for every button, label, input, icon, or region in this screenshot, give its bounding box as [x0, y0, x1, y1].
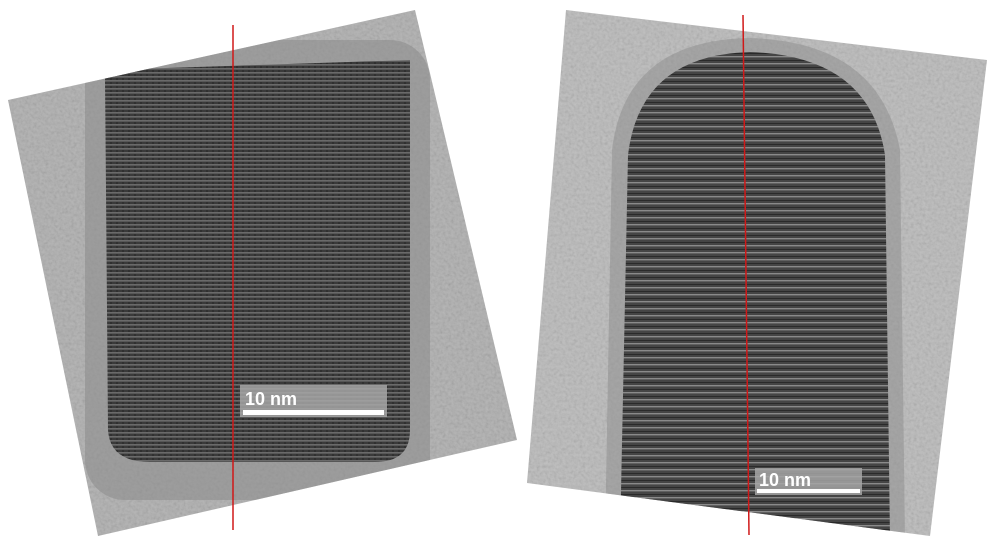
scale-bar: 10 nm: [755, 468, 862, 495]
scale-bar-label: 10 nm: [759, 470, 811, 490]
scale-bar: 10 nm: [240, 385, 387, 417]
micrograph-figure: 10 nm 10 nm: [0, 0, 987, 538]
tem-panel: [0, 0, 520, 538]
scale-bar-label: 10 nm: [245, 389, 297, 409]
tem-panel: [520, 0, 987, 538]
